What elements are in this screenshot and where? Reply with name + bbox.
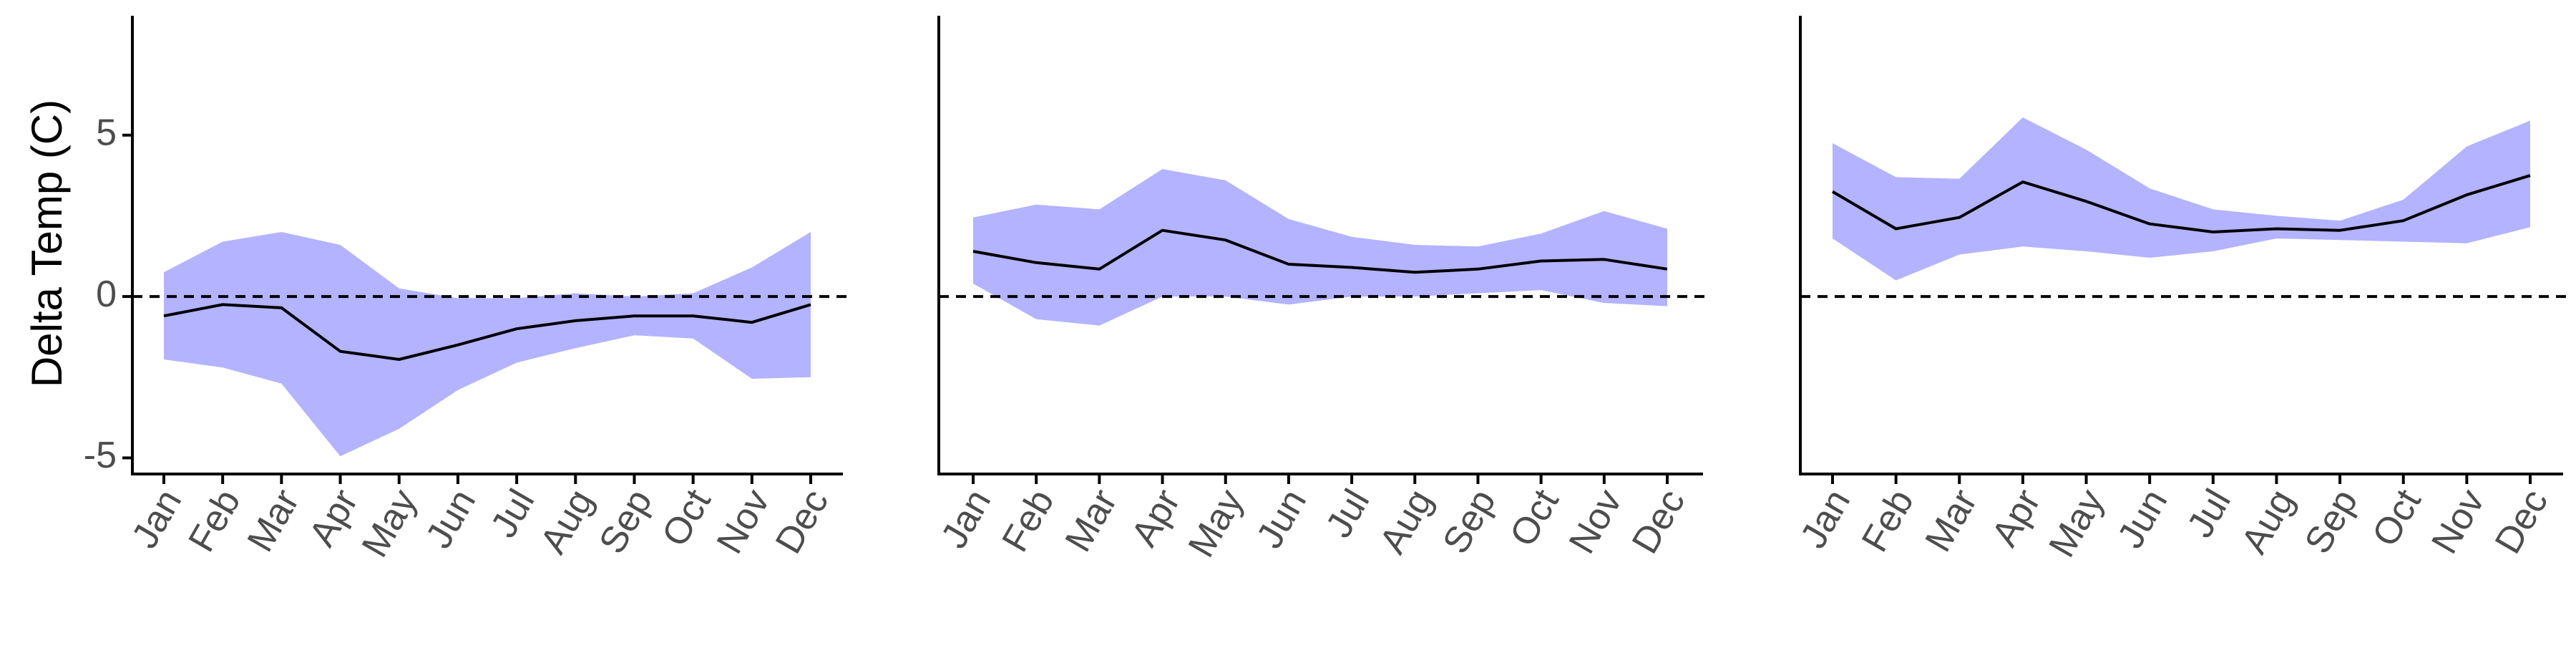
x-tick-label: Mar <box>1058 483 1126 559</box>
x-tick-label: Oct <box>654 482 719 553</box>
x-tick-label: Apr <box>1984 483 2049 553</box>
x-tick-label: Jun <box>1249 483 1314 556</box>
x-tick-label: Sep <box>591 483 660 561</box>
y-axis-title: Delta Temp (C) <box>23 100 71 387</box>
x-tick-label: May <box>354 483 425 564</box>
x-tick-label: May <box>1181 483 1252 564</box>
x-tick-label: Nov <box>709 483 778 561</box>
confidence-band <box>164 232 811 457</box>
confidence-band <box>973 169 1667 326</box>
x-tick-label: Apr <box>1123 483 1189 553</box>
y-tick-label: 0 <box>96 274 117 315</box>
y-tick-label: -5 <box>84 435 117 476</box>
x-tick-label: Aug <box>1372 483 1440 561</box>
x-tick-label: Dec <box>1624 483 1693 561</box>
x-tick-label: Nov <box>1561 483 1630 561</box>
series-line <box>972 228 1668 274</box>
x-tick-label: Mar <box>1918 483 1986 559</box>
y-tick-label: 5 <box>96 112 117 153</box>
x-tick-label: Mar <box>240 483 308 559</box>
x-tick-label: Aug <box>532 483 601 561</box>
x-tick-label: Feb <box>180 483 248 559</box>
x-tick-label: Jul <box>1318 483 1377 545</box>
x-tick-label: Aug <box>2233 483 2302 561</box>
x-tick-label: Jun <box>418 483 484 556</box>
x-tick-label: Jul <box>483 483 542 545</box>
x-tick-label: Dec <box>768 483 836 561</box>
x-tick-label: May <box>2041 483 2112 564</box>
x-tick-label: Jul <box>2180 483 2239 545</box>
x-tick-label: Oct <box>1502 482 1567 553</box>
series-line <box>1831 174 2531 233</box>
confidence-band <box>1833 117 2530 281</box>
x-tick-label: Oct <box>2364 482 2429 553</box>
x-tick-label: Feb <box>1854 483 1922 559</box>
x-tick-label: Jan <box>933 483 999 556</box>
panels: -505JanFebMarAprMayJunJulAugSepOctNovDec… <box>84 16 2567 564</box>
series-line <box>163 303 811 361</box>
x-tick-label: Jan <box>124 483 190 556</box>
x-tick-label: Nov <box>2424 483 2492 561</box>
x-tick-label: Feb <box>994 483 1062 559</box>
x-tick-label: Sep <box>1435 483 1503 561</box>
x-tick-label: Jan <box>1792 483 1858 556</box>
x-tick-label: Dec <box>2487 483 2556 561</box>
x-tick-label: Jun <box>2109 483 2175 556</box>
x-tick-label: Sep <box>2297 483 2366 561</box>
